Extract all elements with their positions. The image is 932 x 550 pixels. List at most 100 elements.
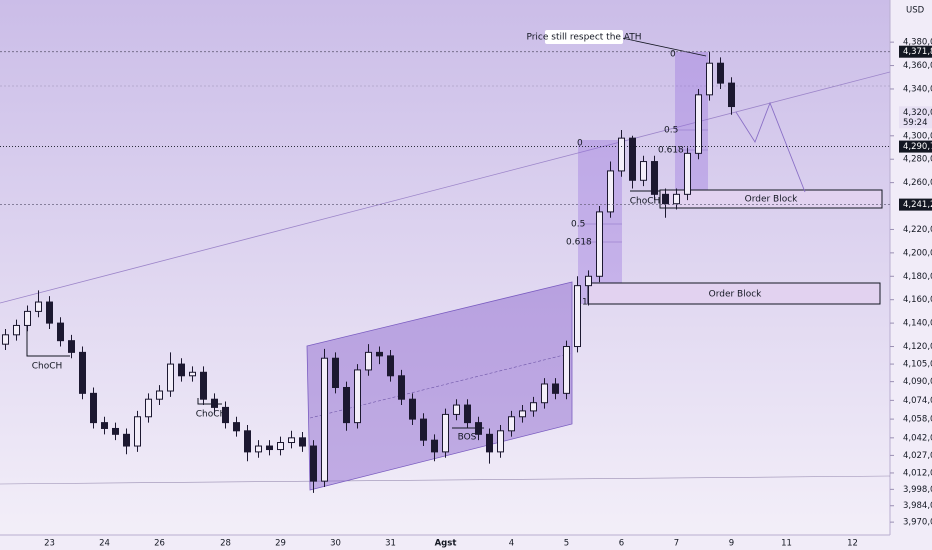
x-tick-label: 28	[220, 539, 231, 549]
candle-body	[552, 383, 559, 394]
candle-body	[90, 392, 97, 424]
candle-body	[211, 398, 218, 408]
candle-body	[343, 386, 350, 424]
price-marker-box	[899, 198, 932, 211]
y-tick-label: 4,280,000	[903, 155, 932, 165]
channel	[306, 281, 573, 491]
price-marker-box	[899, 140, 932, 153]
candle-body	[244, 430, 251, 453]
y-tick-label: 4,120,000	[903, 342, 932, 352]
y-tick-label: 4,380,000	[903, 38, 932, 48]
candle-body	[387, 355, 394, 377]
candle-body	[431, 439, 438, 453]
candle-body	[651, 161, 658, 195]
candle-body	[508, 416, 515, 432]
candle-body	[123, 433, 130, 447]
candle-body	[266, 445, 273, 451]
fib-label: 0.5	[664, 126, 678, 136]
price-marker-label: 4,320,050	[903, 108, 932, 118]
candle-body	[277, 442, 284, 451]
candle-body	[35, 301, 42, 312]
candle-body	[530, 402, 537, 412]
candle-body	[409, 398, 416, 420]
candle-body	[563, 346, 570, 394]
fib-label: 0	[577, 139, 583, 149]
candle-body	[640, 161, 647, 181]
candle-body	[46, 301, 53, 324]
choch-line	[26, 320, 70, 357]
candle-body	[607, 170, 614, 213]
candle-body	[420, 418, 427, 441]
candle-body	[442, 413, 449, 453]
candle-body	[673, 193, 680, 205]
callout-label: Price still respect the ATH	[526, 33, 641, 43]
candle-body	[464, 404, 471, 424]
candle-body	[332, 357, 339, 388]
x-tick-label: Agst	[435, 539, 457, 549]
candle-body	[13, 324, 20, 336]
candle-body	[629, 137, 636, 181]
candle-body	[68, 340, 75, 353]
candle-body	[57, 322, 64, 342]
candle-body	[475, 422, 482, 435]
order-block	[659, 189, 883, 209]
y-tick-label: 4,340,000	[903, 84, 932, 94]
order-block-label: Order Block	[709, 290, 763, 300]
y-tick-label: 3,984,000	[903, 501, 932, 511]
x-tick-label: 7	[674, 539, 679, 549]
candle-body	[717, 62, 724, 84]
y-tick-label: 4,090,000	[903, 377, 932, 387]
choch-label: ChoCH	[196, 410, 227, 420]
x-tick-label: 23	[44, 539, 55, 549]
bos-label: BOS	[458, 433, 477, 443]
candle-body	[398, 375, 405, 400]
candle-body	[585, 275, 592, 287]
y-tick-label: 4,300,000	[903, 131, 932, 141]
y-tick-label: 4,260,000	[903, 178, 932, 188]
projection	[735, 101, 806, 193]
price-marker-box	[899, 106, 932, 129]
price-marker-label: 4,371,840	[903, 47, 932, 57]
level-line	[0, 475, 891, 485]
y-tick-label: 4,105,000	[903, 360, 932, 370]
x-tick-label: 11	[781, 539, 792, 549]
candle-body	[365, 351, 372, 371]
x-tick-label: 4	[509, 539, 514, 549]
candle-body	[618, 137, 625, 172]
candle-body	[310, 445, 317, 482]
y-tick-label: 4,140,000	[903, 319, 932, 329]
fib-label: 0.5	[571, 220, 585, 230]
candle-body	[706, 62, 713, 96]
y-tick-label: 4,220,000	[903, 225, 932, 235]
candle-body	[354, 369, 361, 424]
y-tick-label: 3,998,000	[903, 485, 932, 495]
candle-body	[255, 445, 262, 453]
candle-body	[288, 437, 295, 444]
candle-body	[453, 404, 460, 415]
candle-body	[2, 334, 9, 345]
candle-body	[24, 310, 31, 326]
candle-body	[178, 363, 185, 377]
candle-body	[222, 406, 229, 424]
order-block-label: Order Block	[745, 195, 799, 205]
candle-body	[134, 416, 141, 447]
candle-body	[233, 422, 240, 432]
y-tick-label: 4,027,000	[903, 451, 932, 461]
x-tick-label: 29	[275, 539, 286, 549]
fib-label: 0.618	[566, 238, 592, 248]
y-tick-label: 4,200,000	[903, 248, 932, 258]
y-tick-label: 3,970,000	[903, 518, 932, 528]
x-tick-label: 12	[847, 539, 858, 549]
y-tick-label: 4,074,000	[903, 396, 932, 406]
x-tick-label: 9	[729, 539, 734, 549]
x-tick-label: 31	[385, 539, 396, 549]
countdown: 59:24	[903, 118, 928, 128]
y-tick-label: 4,012,000	[903, 468, 932, 478]
x-tick-label: 24	[99, 539, 110, 549]
callout-line	[621, 37, 707, 57]
candle-body	[167, 363, 174, 392]
candle-body	[728, 82, 735, 108]
candle-body	[376, 351, 383, 357]
